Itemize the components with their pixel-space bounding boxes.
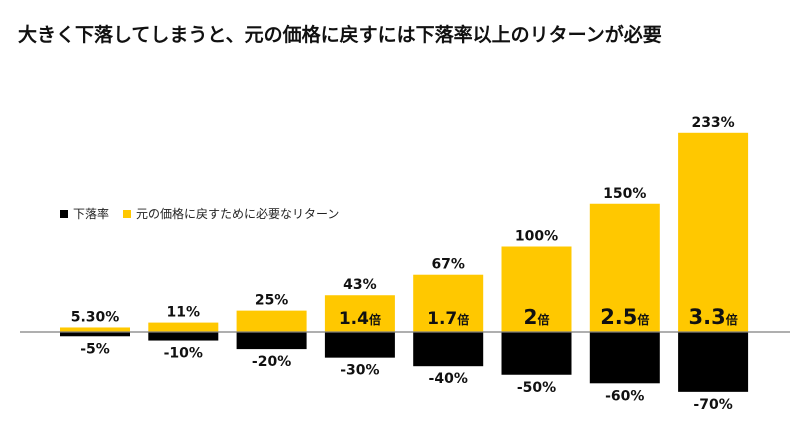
legend-item-decline: 下落率 [60, 205, 109, 222]
decline-bar [413, 332, 484, 367]
decline-label: -5% [80, 341, 110, 357]
decline-bar [589, 332, 660, 384]
legend-label-required: 元の価格に戻すために必要なリターン [136, 207, 340, 221]
required-return-label: 25% [255, 293, 289, 309]
multiplier-label: 1.4倍 [339, 309, 381, 329]
multiplier-label: 2倍 [524, 305, 550, 329]
multiplier-label: 1.7倍 [427, 309, 469, 329]
decline-bar [324, 332, 395, 358]
decline-label: -20% [252, 354, 291, 370]
legend-item-required: 元の価格に戻すために必要なリターン [123, 205, 339, 222]
decline-bar [148, 332, 219, 341]
decline-label: -60% [605, 388, 644, 404]
decline-bar [678, 332, 749, 392]
multiplier-label: 3.3倍 [688, 305, 737, 329]
required-return-bar [60, 327, 130, 332]
decline-bar [501, 332, 572, 375]
decline-label: -10% [164, 346, 203, 362]
required-return-label: 11% [167, 305, 201, 321]
chart-legend: 下落率 元の価格に戻すために必要なリターン [60, 205, 353, 222]
required-return-bar [148, 322, 219, 332]
decline-label: -50% [517, 380, 556, 396]
legend-label-decline: 下落率 [73, 207, 110, 221]
decline-bar [60, 332, 130, 337]
required-return-bar [236, 310, 307, 332]
required-return-bar [324, 295, 395, 332]
required-return-label: 67% [431, 257, 465, 273]
decline-label: -30% [340, 363, 379, 379]
legend-swatch-required [123, 209, 132, 218]
multiplier-label: 2.5倍 [600, 305, 649, 329]
required-return-bar [678, 132, 749, 332]
decline-label: -70% [693, 397, 732, 413]
required-return-label: 5.30% [71, 309, 120, 325]
chart-title: 大きく下落してしまうと、元の価格に戻すには下落率以上のリターンが必要 [18, 24, 662, 46]
required-return-bar [589, 203, 660, 332]
decline-bar [236, 332, 307, 350]
required-return-bar [413, 274, 484, 332]
required-return-label: 100% [515, 229, 558, 245]
required-return-label: 233% [691, 115, 734, 131]
required-return-label: 150% [603, 186, 646, 202]
required-return-bar [501, 246, 572, 332]
decline-label: -40% [429, 371, 468, 387]
legend-swatch-decline [60, 209, 68, 218]
required-return-label: 43% [343, 277, 377, 293]
